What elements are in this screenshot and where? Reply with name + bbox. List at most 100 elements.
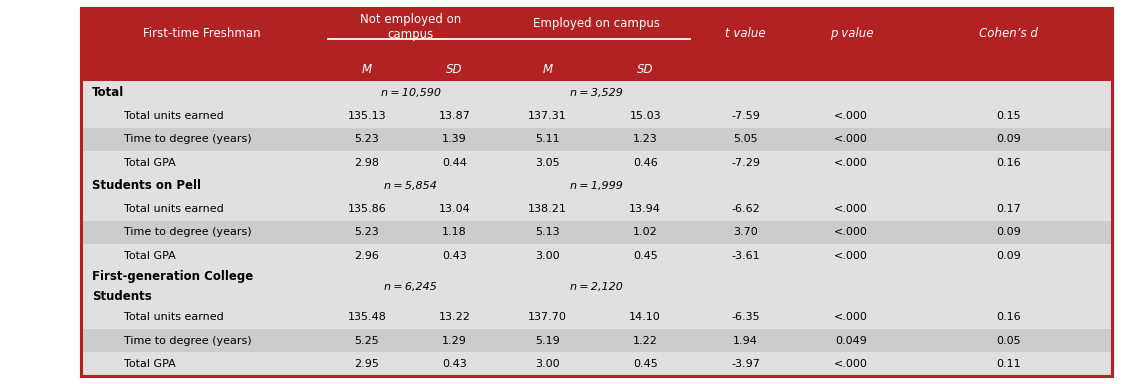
- Text: n = 6,245: n = 6,245: [385, 281, 438, 291]
- Text: Students: Students: [92, 290, 152, 303]
- Text: 0.09: 0.09: [996, 227, 1020, 237]
- Text: 13.94: 13.94: [629, 204, 662, 214]
- Text: 0.09: 0.09: [996, 251, 1020, 261]
- Bar: [81, 58, 1112, 81]
- Text: 0.45: 0.45: [633, 359, 658, 369]
- Text: n = 1,999: n = 1,999: [570, 181, 623, 191]
- Text: 0.43: 0.43: [442, 359, 467, 369]
- Text: 14.10: 14.10: [629, 312, 662, 322]
- Text: First-time Freshman: First-time Freshman: [143, 26, 261, 40]
- Bar: [81, 8, 1112, 58]
- Text: 0.44: 0.44: [442, 157, 467, 167]
- Bar: [81, 267, 1112, 306]
- Bar: [81, 352, 1112, 376]
- Text: Total units earned: Total units earned: [124, 111, 224, 121]
- Text: 3.00: 3.00: [536, 359, 559, 369]
- Text: Total GPA: Total GPA: [124, 251, 176, 261]
- Text: Students on Pell: Students on Pell: [92, 179, 201, 192]
- Text: 0.45: 0.45: [633, 251, 658, 261]
- Text: n = 5,854: n = 5,854: [385, 181, 438, 191]
- Bar: [81, 151, 1112, 174]
- Text: 137.70: 137.70: [528, 312, 567, 322]
- Text: 1.39: 1.39: [442, 134, 467, 144]
- Text: 2.96: 2.96: [354, 251, 379, 261]
- Text: First-generation College: First-generation College: [92, 270, 253, 283]
- Text: Time to degree (years): Time to degree (years): [124, 134, 251, 144]
- Text: Total units earned: Total units earned: [124, 312, 224, 322]
- Text: Total: Total: [92, 86, 125, 99]
- Text: 5.13: 5.13: [536, 227, 559, 237]
- Text: Total GPA: Total GPA: [124, 359, 176, 369]
- Text: 135.86: 135.86: [348, 204, 386, 214]
- Bar: [81, 197, 1112, 221]
- Text: 1.29: 1.29: [442, 336, 467, 346]
- Text: M: M: [542, 63, 552, 76]
- Text: <.000: <.000: [835, 204, 868, 214]
- Text: -3.61: -3.61: [731, 251, 760, 261]
- Text: p value: p value: [829, 26, 873, 40]
- Text: 0.16: 0.16: [996, 312, 1020, 322]
- Text: <.000: <.000: [835, 157, 868, 167]
- Text: 138.21: 138.21: [528, 204, 567, 214]
- Text: 0.05: 0.05: [996, 336, 1020, 346]
- Text: 0.09: 0.09: [996, 134, 1020, 144]
- Text: 0.43: 0.43: [442, 251, 467, 261]
- Text: Not employed on
campus: Not employed on campus: [360, 13, 461, 41]
- Bar: [81, 127, 1112, 151]
- Text: Time to degree (years): Time to degree (years): [124, 336, 251, 346]
- Bar: [81, 244, 1112, 267]
- Text: -6.62: -6.62: [731, 204, 760, 214]
- Text: -7.59: -7.59: [731, 111, 760, 121]
- Bar: [81, 221, 1112, 244]
- Text: n = 10,590: n = 10,590: [380, 88, 441, 98]
- Text: <.000: <.000: [835, 312, 868, 322]
- Text: 0.46: 0.46: [633, 157, 658, 167]
- Text: -6.35: -6.35: [731, 312, 760, 322]
- Text: <.000: <.000: [835, 251, 868, 261]
- Text: 0.16: 0.16: [996, 157, 1020, 167]
- Text: <.000: <.000: [835, 111, 868, 121]
- Text: 13.04: 13.04: [439, 204, 470, 214]
- Text: 3.00: 3.00: [536, 251, 559, 261]
- Text: SD: SD: [637, 63, 654, 76]
- Text: 13.87: 13.87: [439, 111, 470, 121]
- Text: 3.05: 3.05: [536, 157, 559, 167]
- Text: 5.23: 5.23: [354, 134, 379, 144]
- Text: -3.97: -3.97: [731, 359, 760, 369]
- Bar: [81, 329, 1112, 352]
- Text: Time to degree (years): Time to degree (years): [124, 227, 251, 237]
- Text: 1.94: 1.94: [734, 336, 758, 346]
- Text: 13.22: 13.22: [439, 312, 470, 322]
- Bar: [81, 104, 1112, 127]
- Text: <.000: <.000: [835, 359, 868, 369]
- Text: <.000: <.000: [835, 134, 868, 144]
- Bar: [81, 306, 1112, 329]
- Text: 15.03: 15.03: [629, 111, 662, 121]
- Text: t value: t value: [726, 26, 766, 40]
- Text: <.000: <.000: [835, 227, 868, 237]
- Text: -7.29: -7.29: [731, 157, 760, 167]
- Text: 5.25: 5.25: [354, 336, 379, 346]
- Text: 5.05: 5.05: [734, 134, 758, 144]
- Text: 3.70: 3.70: [734, 227, 758, 237]
- Text: Total GPA: Total GPA: [124, 157, 176, 167]
- Text: 135.13: 135.13: [348, 111, 386, 121]
- Bar: [81, 174, 1112, 197]
- Text: n = 3,529: n = 3,529: [570, 88, 623, 98]
- Text: 5.23: 5.23: [354, 227, 379, 237]
- Text: SD: SD: [447, 63, 462, 76]
- Text: 135.48: 135.48: [348, 312, 386, 322]
- Text: 2.95: 2.95: [354, 359, 379, 369]
- Text: n = 2,120: n = 2,120: [570, 281, 623, 291]
- Text: 0.15: 0.15: [996, 111, 1020, 121]
- Text: 0.11: 0.11: [996, 359, 1020, 369]
- Text: 137.31: 137.31: [528, 111, 567, 121]
- Text: 1.18: 1.18: [442, 227, 467, 237]
- Text: 0.049: 0.049: [836, 336, 867, 346]
- Text: 1.02: 1.02: [633, 227, 658, 237]
- Text: Employed on campus: Employed on campus: [533, 17, 659, 30]
- Text: 0.17: 0.17: [996, 204, 1020, 214]
- Text: M: M: [362, 63, 372, 76]
- Text: 2.98: 2.98: [354, 157, 379, 167]
- Text: 1.23: 1.23: [633, 134, 658, 144]
